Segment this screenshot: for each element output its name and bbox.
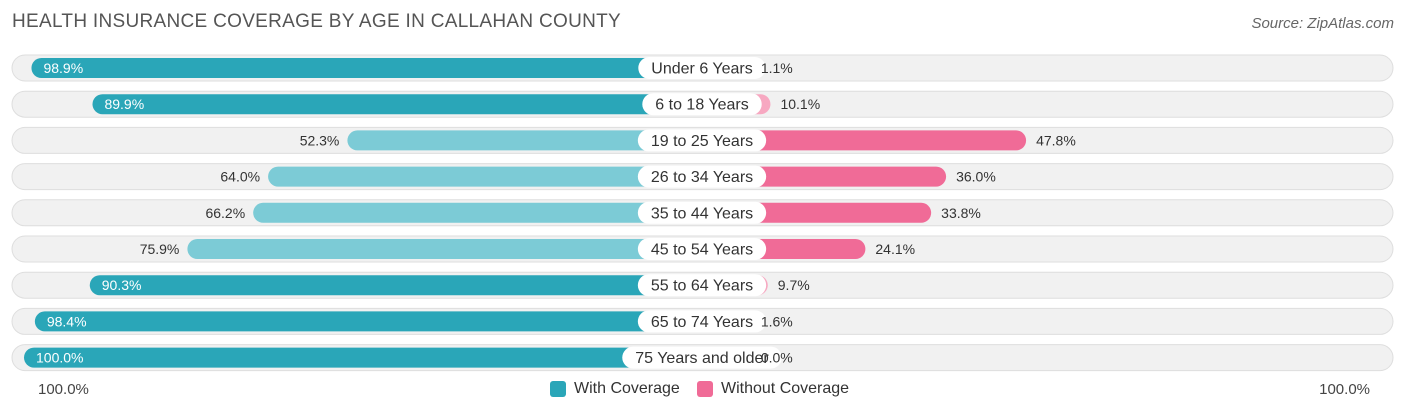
category-label-pill [638, 57, 766, 79]
row-3: 26 to 34 Years 64.0% 36.0% [11, 163, 1394, 191]
legend-label-with: With Coverage [574, 380, 680, 397]
value-label-with: 98.9% [43, 60, 83, 76]
category-label: 6 to 18 Years [655, 97, 748, 114]
category-label: 19 to 25 Years [651, 133, 753, 150]
category-label-pill [637, 238, 767, 260]
value-label-with: 64.0% [220, 169, 260, 185]
row-0: Under 6 Years 98.9% 1.1% [11, 54, 1394, 82]
value-label-without: 33.8% [941, 205, 981, 221]
legend: With Coverage Without Coverage [0, 380, 1406, 400]
value-label-with: 89.9% [104, 96, 144, 112]
row-1: 6 to 18 Years 89.9% 10.1% [11, 90, 1394, 118]
legend-item-without-coverage: Without Coverage [697, 380, 849, 398]
legend-swatch-without [697, 381, 713, 397]
category-label: 35 to 44 Years [651, 205, 753, 222]
value-label-without: 9.7% [778, 277, 810, 293]
bar-with-coverage [187, 239, 702, 259]
legend-swatch-with [550, 381, 566, 397]
value-label-without: 1.6% [761, 313, 793, 329]
chart-title: HEALTH INSURANCE COVERAGE BY AGE IN CALL… [12, 11, 622, 32]
category-label-pill [637, 129, 767, 152]
value-label-with: 100.0% [36, 350, 83, 366]
bar-with-coverage [347, 130, 702, 151]
row-5: 45 to 54 Years 75.9% 24.1% [11, 235, 1394, 263]
value-label-without: 10.1% [780, 96, 820, 112]
category-label-pill [637, 274, 767, 297]
row-7: 65 to 74 Years 98.4% 1.6% [11, 307, 1394, 335]
row-2: 19 to 25 Years 52.3% 47.8% [11, 126, 1394, 154]
value-label-without: 0.0% [761, 350, 793, 366]
row-4: 35 to 44 Years 66.2% 33.8% [11, 199, 1394, 227]
category-label: 26 to 34 Years [651, 169, 753, 186]
bar-with-coverage [253, 202, 702, 223]
bar-with-coverage [268, 166, 702, 187]
value-label-with: 75.9% [140, 241, 180, 257]
diverging-bar-chart: Under 6 Years 98.9% 1.1% 6 to 18 Years 89.9%… [11, 54, 1394, 372]
category-label: 45 to 54 Years [651, 242, 753, 259]
axis-right-label: 100.0% [1319, 381, 1370, 398]
value-label-with: 90.3% [102, 277, 142, 293]
value-label-without: 1.1% [761, 60, 793, 76]
value-label-with: 52.3% [300, 132, 340, 148]
row-8: 75 Years and older 100.0% 0.0% [11, 344, 1394, 372]
bar-with-coverage [24, 347, 702, 368]
value-label-without: 24.1% [875, 241, 915, 257]
value-label-with: 98.4% [47, 313, 87, 329]
bar-with-coverage [31, 58, 702, 78]
category-label-pill [622, 346, 782, 369]
bar-with-coverage [34, 311, 702, 332]
source-label: Source: ZipAtlas.com [1251, 15, 1394, 32]
bar-with-coverage [92, 94, 702, 115]
category-label-pill [637, 201, 767, 224]
category-label: Under 6 Years [651, 61, 752, 78]
value-label-without: 36.0% [956, 169, 996, 185]
value-label-with: 66.2% [205, 205, 245, 221]
category-label-pill [637, 165, 767, 188]
legend-label-without: Without Coverage [721, 380, 850, 397]
category-label: 65 to 74 Years [651, 314, 753, 331]
legend-item-with-coverage: With Coverage [550, 380, 680, 398]
category-label-pill [642, 93, 762, 116]
value-label-without: 47.8% [1036, 132, 1076, 148]
row-6: 55 to 64 Years 90.3% 9.7% [11, 271, 1394, 299]
category-label-pill [637, 310, 767, 333]
bar-without-coverage [702, 130, 1027, 151]
axis-left-label: 100.0% [38, 381, 89, 398]
bar-with-coverage [89, 275, 703, 296]
category-label: 75 Years and older [635, 350, 769, 367]
category-label: 55 to 64 Years [651, 278, 753, 295]
